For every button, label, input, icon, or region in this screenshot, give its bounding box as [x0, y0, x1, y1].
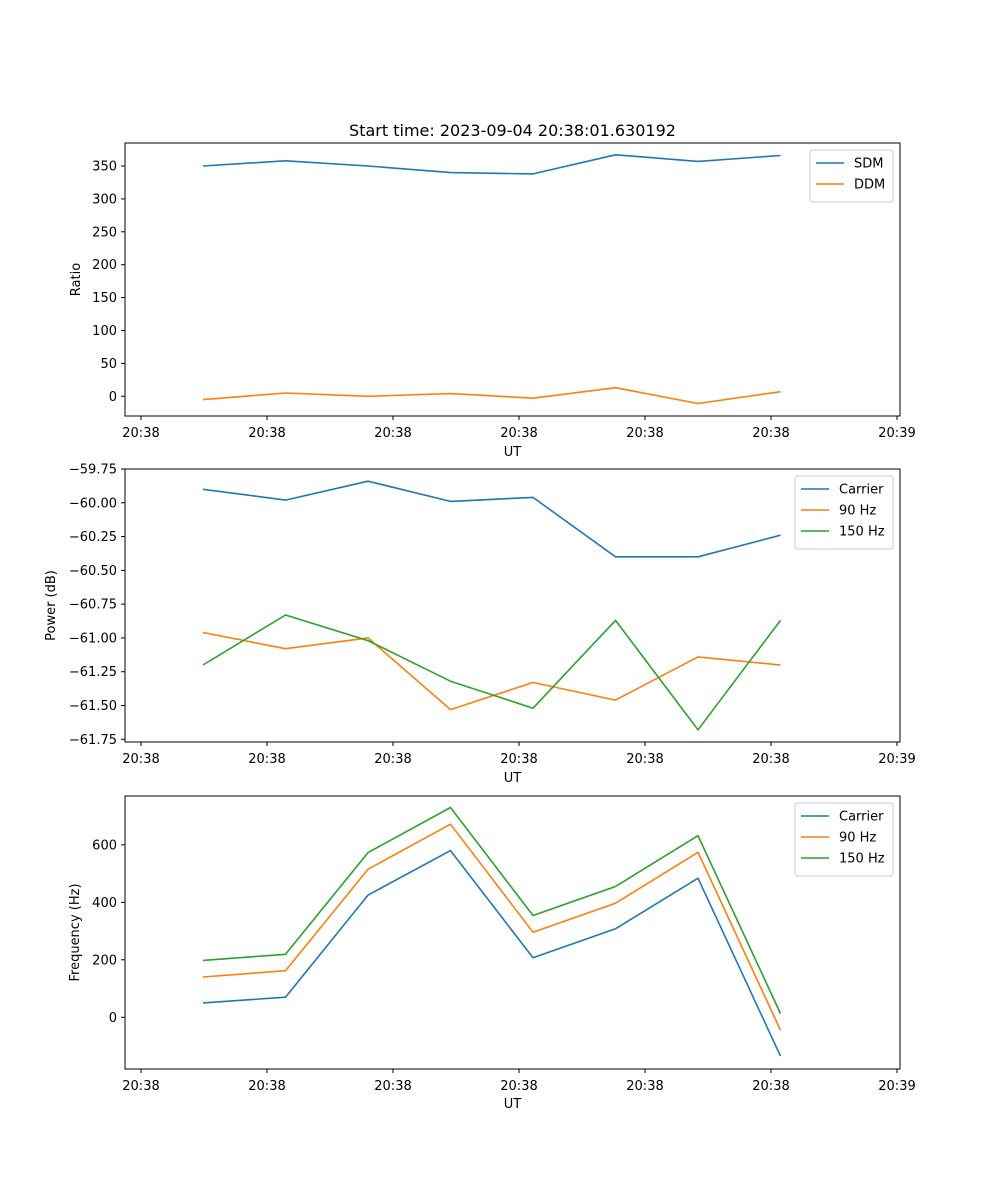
x-tick-label: 20:38 [122, 752, 159, 767]
x-tick-label: 20:38 [122, 426, 159, 441]
legend-label: Carrier [839, 810, 884, 825]
x-tick-label: 20:38 [752, 426, 789, 441]
legend: Carrier 90 Hz 150 Hz [794, 475, 894, 550]
plot-frame [124, 142, 901, 417]
series-line-90-hz [202, 631, 781, 711]
x-tick-label: 20:38 [248, 426, 285, 441]
x-tick-label: 20:38 [374, 752, 411, 767]
x-axis-label: UT [504, 1097, 522, 1112]
series-line-150-hz [202, 614, 782, 731]
chart-title: Start time: 2023-09-04 20:38:01.630192 [349, 121, 676, 140]
y-axis-label: Power (dB) [44, 570, 59, 641]
plot-frame [124, 795, 901, 1070]
x-tick-label: 20:38 [500, 752, 537, 767]
plot-frame [124, 468, 901, 743]
legend-label: 90 Hz [839, 831, 876, 846]
x-tick-label: 20:38 [248, 1079, 285, 1094]
y-tick-label: 300 [92, 192, 117, 207]
y-tick-label: −61.25 [69, 665, 117, 680]
x-tick-label: 20:38 [500, 1079, 537, 1094]
y-tick-label: 100 [92, 324, 117, 339]
y-tick-label: 200 [92, 953, 117, 968]
y-tick-label: 200 [92, 258, 117, 273]
series-layer [202, 154, 781, 405]
x-tick-label: 20:38 [248, 752, 285, 767]
y-tick-label: 400 [92, 896, 117, 911]
x-tick-label: 20:38 [626, 752, 663, 767]
x-tick-label: 20:38 [626, 426, 663, 441]
x-ticks: 20:38 20:38 20:38 20:38 20:38 20:38 20:39 [122, 742, 916, 767]
x-tick-label: 20:38 [374, 426, 411, 441]
y-tick-label: 350 [92, 160, 117, 175]
y-tick-label: 50 [100, 357, 117, 372]
x-ticks: 20:38 20:38 20:38 20:38 20:38 20:38 20:39 [122, 416, 916, 441]
x-axis-label: UT [504, 771, 522, 786]
legend-label: 150 Hz [839, 852, 885, 867]
legend: SDM DDM [809, 149, 894, 203]
legend-label: DDM [854, 178, 885, 193]
ratio-chart: Start time: 2023-09-04 20:38:01.630192 0… [69, 121, 916, 460]
legend: Carrier 90 Hz 150 Hz [794, 802, 894, 877]
x-tick-label: 20:38 [374, 1079, 411, 1094]
series-layer [202, 806, 782, 1057]
series-line-carrier [202, 849, 782, 1057]
x-tick-label: 20:38 [500, 426, 537, 441]
x-tick-label: 20:38 [752, 1079, 789, 1094]
y-tick-label: 250 [92, 225, 117, 240]
x-tick-label: 20:39 [878, 426, 915, 441]
x-tick-label: 20:38 [626, 1079, 663, 1094]
series-layer [202, 480, 782, 731]
y-tick-label: 150 [92, 291, 117, 306]
y-tick-label: −61.75 [69, 733, 117, 748]
legend-label: 90 Hz [839, 504, 876, 519]
series-line-90-hz [202, 823, 782, 1031]
x-tick-label: 20:38 [752, 752, 789, 767]
legend-label: 150 Hz [839, 525, 885, 540]
series-line-150-hz [202, 806, 782, 1014]
y-axis-label: Frequency (Hz) [68, 883, 83, 981]
y-tick-label: −61.50 [69, 699, 117, 714]
y-tick-label: −61.00 [69, 631, 117, 646]
x-tick-label: 20:39 [878, 752, 915, 767]
y-tick-label: 600 [92, 838, 117, 853]
y-ticks: −59.75 −60.00 −60.25 −60.50 −60.75 −61.00 −61.… [69, 463, 125, 748]
legend-label: Carrier [839, 483, 884, 498]
y-tick-label: 0 [109, 390, 117, 405]
y-tick-label: −59.75 [69, 463, 117, 478]
y-tick-label: −60.75 [69, 598, 117, 613]
y-tick-label: −60.50 [69, 564, 117, 579]
x-ticks: 20:38 20:38 20:38 20:38 20:38 20:38 20:39 [122, 1069, 916, 1094]
series-line-sdm [202, 154, 781, 175]
series-line-ddm [202, 386, 781, 405]
y-tick-label: −60.00 [69, 496, 117, 511]
y-tick-label: −60.25 [69, 530, 117, 545]
y-tick-label: 0 [109, 1011, 117, 1026]
y-ticks: 0 50 100 150 200 250 300 350 [92, 160, 125, 405]
x-tick-label: 20:39 [878, 1079, 915, 1094]
y-axis-label: Ratio [69, 263, 84, 296]
power-chart: −59.75 −60.00 −60.25 −60.50 −60.75 −61.00 −61.… [44, 463, 916, 787]
series-line-carrier [202, 480, 781, 558]
x-tick-label: 20:38 [122, 1079, 159, 1094]
x-axis-label: UT [504, 445, 522, 460]
legend-label: SDM [854, 157, 883, 172]
y-ticks: 0 200 400 600 [92, 838, 125, 1026]
